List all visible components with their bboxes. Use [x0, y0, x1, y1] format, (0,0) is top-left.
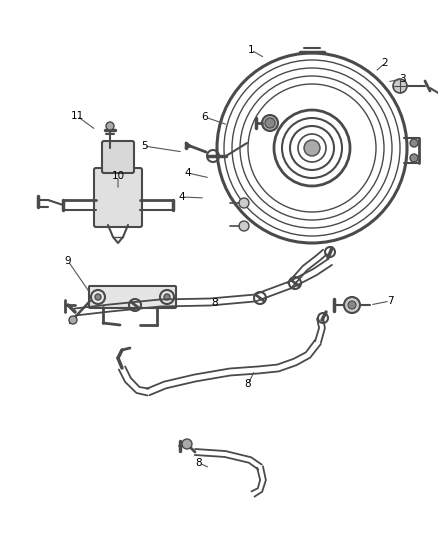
Text: 5: 5: [141, 141, 147, 151]
Circle shape: [239, 198, 249, 208]
Circle shape: [95, 294, 101, 300]
Circle shape: [348, 301, 356, 309]
Text: 3: 3: [399, 74, 405, 84]
Text: 6: 6: [201, 112, 208, 122]
Circle shape: [262, 115, 278, 131]
Text: 7: 7: [387, 296, 393, 306]
Circle shape: [106, 122, 114, 130]
Circle shape: [69, 316, 77, 324]
Circle shape: [344, 297, 360, 313]
Circle shape: [410, 139, 418, 147]
Text: 4: 4: [185, 168, 191, 178]
Circle shape: [265, 118, 275, 128]
Circle shape: [393, 79, 407, 93]
FancyBboxPatch shape: [89, 286, 176, 308]
FancyBboxPatch shape: [102, 141, 134, 173]
Text: 2: 2: [381, 58, 389, 68]
Circle shape: [182, 439, 192, 449]
Circle shape: [410, 154, 418, 162]
Text: 8: 8: [245, 379, 251, 389]
Text: 1: 1: [247, 45, 254, 55]
Circle shape: [164, 294, 170, 300]
Text: 11: 11: [71, 111, 84, 121]
Text: 10: 10: [111, 171, 124, 181]
Circle shape: [239, 221, 249, 231]
Circle shape: [304, 140, 320, 156]
Text: 9: 9: [65, 256, 71, 266]
FancyBboxPatch shape: [94, 168, 142, 227]
Text: 8: 8: [196, 458, 202, 468]
Text: 8: 8: [212, 298, 218, 308]
Text: 4: 4: [179, 192, 185, 202]
